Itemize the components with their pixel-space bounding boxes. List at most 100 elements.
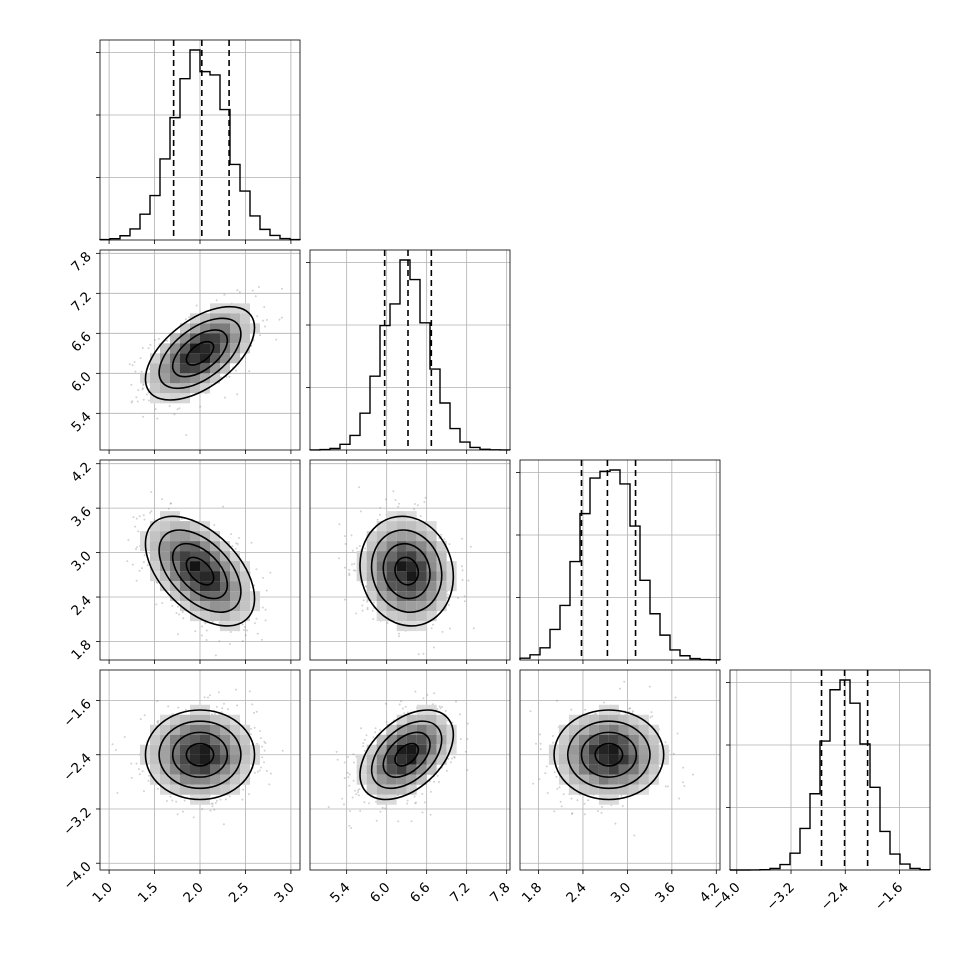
- density-cell: [170, 571, 180, 582]
- sample-point: [255, 710, 258, 713]
- sample-point: [583, 813, 586, 816]
- sample-point: [346, 771, 349, 774]
- density-cell: [150, 561, 160, 572]
- sample-point: [351, 563, 353, 566]
- sample-point: [155, 581, 158, 583]
- sample-point: [429, 813, 432, 816]
- sample-point: [263, 761, 265, 764]
- sample-point: [209, 809, 212, 812]
- sample-point: [141, 347, 144, 349]
- sample-point: [363, 749, 366, 752]
- sample-point: [422, 697, 425, 700]
- sample-point: [236, 289, 239, 292]
- density-cell: [220, 353, 230, 364]
- density-cell: [180, 343, 190, 354]
- density-cell: [426, 734, 437, 745]
- sample-point: [379, 810, 382, 813]
- x-tick-label: 3.6: [652, 880, 679, 907]
- sample-point: [241, 640, 244, 643]
- sample-point: [364, 547, 367, 550]
- density-cell: [170, 333, 180, 344]
- density-cell: [598, 784, 609, 795]
- x-tick-label: 1.5: [135, 880, 162, 907]
- sample-point: [126, 560, 129, 563]
- density-cell: [568, 744, 579, 755]
- contour-level-4: [144, 305, 256, 401]
- sample-point: [560, 805, 563, 808]
- sample-point: [250, 727, 252, 730]
- sample-point: [424, 496, 427, 499]
- sample-point: [683, 785, 686, 787]
- density-cell: [200, 333, 210, 344]
- sample-point: [649, 716, 652, 719]
- sample-point: [141, 387, 144, 390]
- density-cell: [230, 353, 240, 364]
- density-cell: [406, 744, 417, 755]
- density-cell: [446, 571, 457, 582]
- sample-point: [343, 777, 346, 780]
- sample-point: [357, 794, 360, 797]
- density-cell: [190, 581, 200, 592]
- sample-point: [214, 654, 217, 657]
- density-cell: [140, 531, 150, 542]
- sample-point: [457, 597, 460, 599]
- density-cell: [558, 734, 569, 745]
- sample-point: [181, 810, 184, 813]
- density-cell: [150, 373, 160, 384]
- sample-point: [426, 693, 429, 696]
- sample-point: [181, 611, 184, 613]
- density-cell: [170, 521, 180, 532]
- histogram-panel-0: [96, 39, 301, 244]
- sample-point: [130, 383, 133, 386]
- density-cell: [648, 764, 659, 775]
- sample-point: [175, 800, 178, 803]
- sample-point: [350, 827, 353, 829]
- density-cell: [588, 724, 599, 735]
- density-cell: [230, 561, 240, 572]
- sample-point: [363, 801, 366, 804]
- y-tick-label: 7.2: [68, 289, 95, 316]
- histogram-panel-2: [516, 459, 721, 664]
- sample-point: [355, 612, 358, 615]
- sample-point: [244, 634, 247, 637]
- sample-point: [368, 802, 371, 805]
- contour-level-1: [185, 340, 215, 366]
- sample-point: [362, 742, 365, 745]
- density-cell: [376, 601, 387, 612]
- sample-point: [250, 541, 253, 544]
- density-cell: [180, 571, 190, 582]
- x-tick-label: −3.2: [763, 880, 797, 914]
- density-cell: [160, 353, 170, 364]
- density-cell: [180, 561, 190, 572]
- sample-point: [135, 396, 138, 399]
- density-cell: [608, 714, 619, 725]
- sample-point: [359, 809, 362, 812]
- sample-point: [417, 653, 420, 656]
- y-tick-label: −3.2: [60, 804, 94, 838]
- sample-point: [149, 511, 152, 514]
- sample-point: [553, 771, 556, 774]
- sample-point: [262, 319, 265, 322]
- sample-point: [176, 813, 179, 816]
- sample-point: [449, 761, 452, 764]
- sample-point: [141, 388, 144, 391]
- sample-point: [343, 535, 346, 538]
- sample-point: [348, 572, 351, 575]
- sample-point: [445, 769, 448, 772]
- contour-level-2: [171, 329, 229, 378]
- sample-point: [235, 369, 238, 372]
- sample-point: [416, 504, 419, 507]
- density-cell: [160, 343, 170, 354]
- density-cell: [386, 521, 397, 532]
- density-cell: [200, 541, 210, 552]
- sample-point: [149, 343, 152, 346]
- sample-point: [438, 537, 441, 540]
- density-cell: [150, 353, 160, 364]
- x-tick-label: 2.5: [226, 880, 253, 907]
- density-cell: [230, 754, 240, 765]
- density-cell: [416, 734, 427, 745]
- sample-point: [137, 389, 140, 392]
- sample-point: [253, 726, 256, 729]
- sample-point: [150, 491, 153, 493]
- sample-point: [341, 797, 344, 800]
